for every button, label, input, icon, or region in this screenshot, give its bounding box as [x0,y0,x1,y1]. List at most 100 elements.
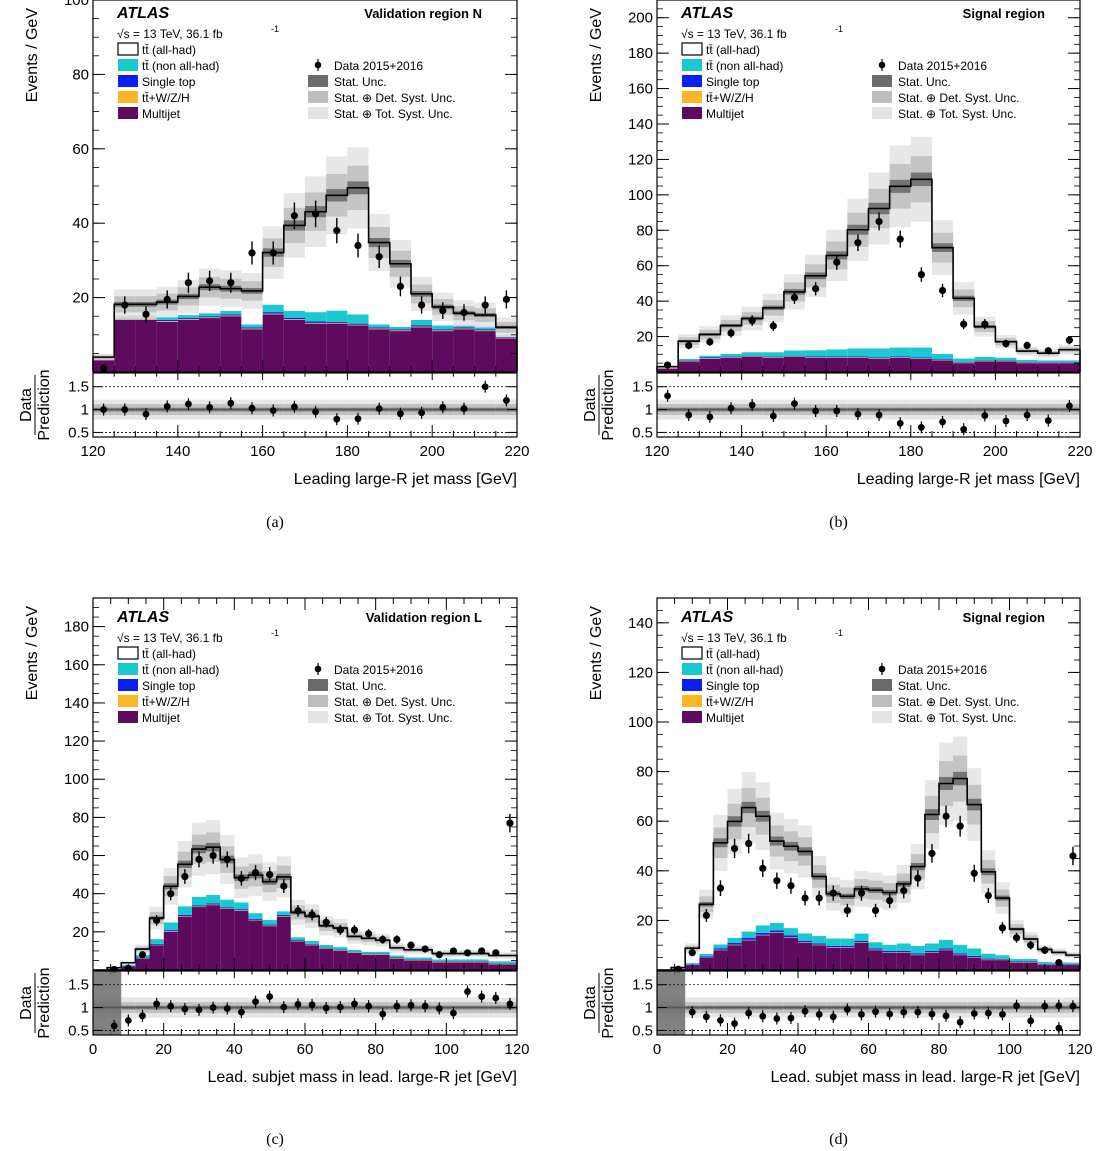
bar-ttnonallhad [199,313,221,317]
data-point [333,227,341,235]
bar-ttnonallhad [896,943,911,951]
legend: tt̄ (all-had) tt̄ (non all-had) Single top… [117,42,455,121]
data-point [121,301,129,309]
bar-singletop [432,329,454,331]
bar-ttwzh [220,315,242,317]
data-point [290,212,298,220]
bar-multijet [368,329,390,372]
data-point [917,270,925,279]
legend-swatch [681,42,703,56]
legend-entry: Multijet [706,107,745,121]
ratio-panel [93,971,517,1035]
bar-multijet [389,958,404,970]
bar-multijet [953,955,968,970]
ratio-point [121,406,129,413]
bar-singletop [453,327,475,329]
ratio-point [351,1000,358,1008]
bar-ttnonallhad [156,316,178,320]
bar-multijet [495,338,517,372]
bar-singletop [910,357,932,359]
bar-multijet [741,356,763,372]
ratio-label-bottom: Prediction [600,369,617,440]
bar-ttnonallhad [1009,958,1024,962]
bar-ttwzh [502,963,517,965]
bar-singletop [953,362,975,363]
legend-entry: Stat. Unc. [898,679,951,693]
legend-swatch [872,75,892,87]
data-point [379,935,387,944]
bar-multijet [163,931,178,970]
bar-singletop [953,953,968,955]
ratio-point [970,1010,978,1017]
data-point [138,951,147,959]
bar-singletop [488,963,503,964]
data-point [854,239,862,247]
bar-ttnonallhad [995,955,1010,959]
y-tick-label: 40 [636,293,653,310]
bar-singletop [931,359,954,360]
bar-multijet [347,952,362,970]
y-tick-label: 180 [628,45,653,62]
total-outline [92,187,518,372]
legend-swatch [682,679,702,691]
bar-singletop [896,950,911,953]
bar-multijet [220,316,242,372]
bar-ttwzh [319,948,334,950]
legend-swatch [117,42,139,56]
bar-multijet [868,950,883,970]
bar-singletop [156,319,178,322]
data-point [167,890,175,898]
ratio-point [1055,1002,1063,1010]
bar-ttnonallhad [889,347,911,357]
legend-swatch [872,107,892,119]
data-point [1012,934,1021,942]
bar-multijet [191,907,207,970]
bar-ttnonallhad [1058,360,1080,363]
bar-multijet [910,358,932,372]
bar-multijet [135,319,157,372]
ratio-point [664,392,671,400]
bar-multijet [847,357,869,372]
ratio-point [1013,1002,1020,1010]
bar-ttnonallhad [1065,962,1080,964]
bar-ttnonallhad [882,944,897,951]
bar-ttnonallhad [502,961,517,964]
data-point [1041,946,1049,954]
bar-ttwzh [446,961,461,963]
ratio-point [503,397,510,404]
bar-singletop [495,336,517,338]
y-tick-label: 160 [64,657,89,674]
bar-multijet [220,908,235,970]
ratio-point [206,403,214,411]
data-point [730,844,739,853]
x-tick-label: 220 [1067,443,1092,460]
data-point [294,907,302,915]
bar-singletop [283,317,305,320]
bar-ttnonallhad [276,911,291,916]
bar-singletop [1065,963,1080,965]
ratio-point [702,1013,710,1021]
bar-singletop [783,355,806,357]
data-point [981,320,989,328]
y-tick-label: 20 [636,912,653,929]
bar-singletop [854,940,869,943]
data-point [195,855,203,863]
ratio-point [248,404,256,412]
bar-multijet [347,325,369,372]
legend-swatch [118,75,138,87]
bar-ttwzh [995,360,1017,362]
ratio-frame [656,372,1081,438]
bar-multijet [262,314,284,372]
bar-ttwzh [241,328,263,330]
ratio-point [685,411,693,419]
data-point [463,949,472,957]
bar-ttnonallhad [305,312,327,322]
ratio-point [421,1002,429,1010]
bar-ttnonallhad [939,939,954,949]
legend-entry: tt̄+W/Z/H [142,695,190,709]
y-tick-label: 140 [628,116,653,133]
bar-multijet [432,331,454,372]
data-point [350,926,359,934]
bar-singletop [995,360,1017,361]
